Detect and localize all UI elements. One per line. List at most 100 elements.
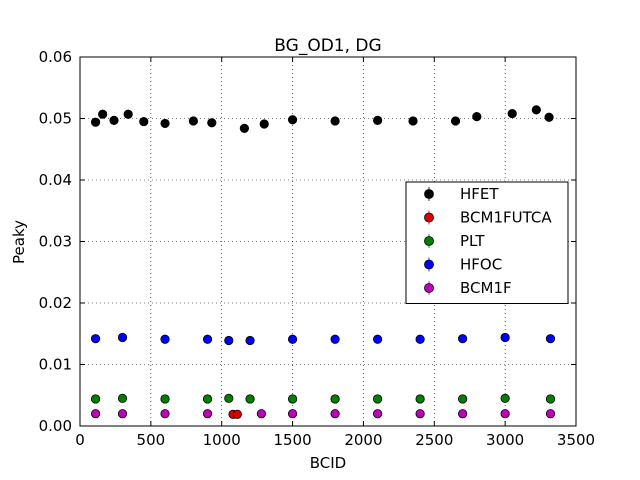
- data-point: [239, 123, 249, 133]
- data-point: [90, 117, 101, 127]
- data-point: [287, 394, 298, 404]
- data-point: [330, 394, 340, 404]
- data-point: [372, 394, 383, 404]
- data-point: [531, 105, 541, 115]
- legend-entry: HFOC: [424, 256, 502, 274]
- series-plt: [90, 393, 556, 404]
- y-tick-label: 0.03: [39, 233, 72, 251]
- legend-label: HFET: [460, 185, 499, 203]
- data-point: [117, 393, 128, 403]
- data-point: [372, 334, 383, 344]
- data-point: [256, 409, 266, 419]
- data-point: [507, 108, 517, 119]
- axis-ticks: 0 500 1000 1500 2000 2500 3000 3500 0.00 0.01 0.02…: [39, 48, 596, 449]
- data-point: [207, 118, 217, 128]
- data-point: [458, 334, 468, 344]
- data-point: [160, 394, 170, 404]
- data-point: [545, 394, 556, 404]
- legend-entry: PLT: [424, 232, 485, 250]
- data-point: [245, 335, 255, 346]
- data-point: [545, 409, 556, 419]
- legend-marker: [424, 189, 434, 199]
- data-point: [160, 118, 170, 129]
- data-point: [123, 109, 133, 119]
- legend-entry: HFET: [424, 185, 499, 203]
- data-point: [98, 109, 108, 119]
- data-point: [90, 409, 101, 419]
- series-bcm1futca: [228, 409, 242, 419]
- data-point: [372, 409, 383, 419]
- data-point: [415, 409, 425, 419]
- data-point: [472, 112, 482, 122]
- data-point: [500, 409, 510, 419]
- y-tick-label: 0.01: [39, 356, 72, 374]
- data-point: [160, 334, 170, 344]
- y-tick-label: 0.05: [39, 110, 72, 128]
- data-point: [458, 394, 468, 404]
- data-point: [117, 332, 128, 343]
- x-axis-label: BCID: [310, 454, 346, 472]
- data-point: [330, 409, 340, 419]
- data-point: [287, 334, 298, 344]
- legend-marker: [424, 236, 434, 246]
- x-tick-label: 3000: [486, 431, 524, 449]
- x-tick-label: 1000: [203, 431, 241, 449]
- data-point: [202, 334, 213, 344]
- y-tick-label: 0.04: [39, 171, 72, 189]
- data-point: [109, 115, 119, 125]
- y-tick-label: 0.02: [39, 294, 72, 312]
- legend-marker: [424, 283, 434, 293]
- data-point: [245, 394, 255, 404]
- data-point: [224, 393, 234, 403]
- series-hfet: [90, 105, 554, 133]
- series-bcm1f: [90, 409, 556, 419]
- data-points: [90, 105, 556, 419]
- y-axis-label: Peaky: [10, 220, 28, 264]
- x-tick-label: 2500: [415, 431, 453, 449]
- x-tick-label: 500: [137, 431, 166, 449]
- data-point: [117, 409, 128, 419]
- data-point: [287, 115, 298, 125]
- data-point: [188, 116, 198, 126]
- legend-marker: [424, 212, 434, 223]
- data-point: [500, 332, 510, 343]
- data-point: [139, 116, 149, 127]
- data-point: [202, 409, 213, 419]
- y-tick-label: 0.00: [39, 417, 72, 435]
- data-point: [450, 116, 461, 126]
- data-point: [500, 393, 510, 403]
- data-point: [202, 394, 213, 404]
- legend-marker: [424, 259, 434, 270]
- data-point: [90, 394, 101, 404]
- x-tick-label: 1500: [273, 431, 311, 449]
- legend-entry: BCM1FUTCA: [424, 209, 552, 227]
- legend-label: HFOC: [460, 256, 502, 274]
- data-point: [90, 334, 101, 344]
- x-tick-label: 0: [75, 431, 85, 449]
- data-point: [259, 119, 269, 129]
- data-point: [330, 334, 340, 344]
- data-point: [415, 394, 425, 404]
- data-point: [458, 409, 468, 419]
- data-point: [330, 116, 340, 126]
- legend: HFET BCM1FUTCA PLT HFOC BCM1F: [405, 181, 569, 304]
- legend-label: BCM1FUTCA: [460, 209, 552, 227]
- y-tick-label: 0.06: [39, 48, 72, 66]
- series-hfoc: [90, 332, 556, 346]
- data-point: [160, 409, 170, 419]
- legend-label: PLT: [460, 232, 485, 250]
- data-point: [287, 409, 298, 419]
- chart-title: BG_OD1, DG: [274, 36, 381, 56]
- data-point: [408, 116, 418, 126]
- legend-label: BCM1F: [460, 279, 512, 297]
- x-tick-label: 2000: [344, 431, 382, 449]
- data-point: [372, 115, 383, 125]
- legend-entry: BCM1F: [424, 279, 512, 297]
- data-point: [224, 335, 234, 346]
- data-point: [415, 334, 425, 344]
- data-point: [545, 334, 556, 344]
- x-tick-label: 3500: [557, 431, 595, 449]
- data-point: [544, 112, 554, 122]
- data-point: [232, 409, 242, 419]
